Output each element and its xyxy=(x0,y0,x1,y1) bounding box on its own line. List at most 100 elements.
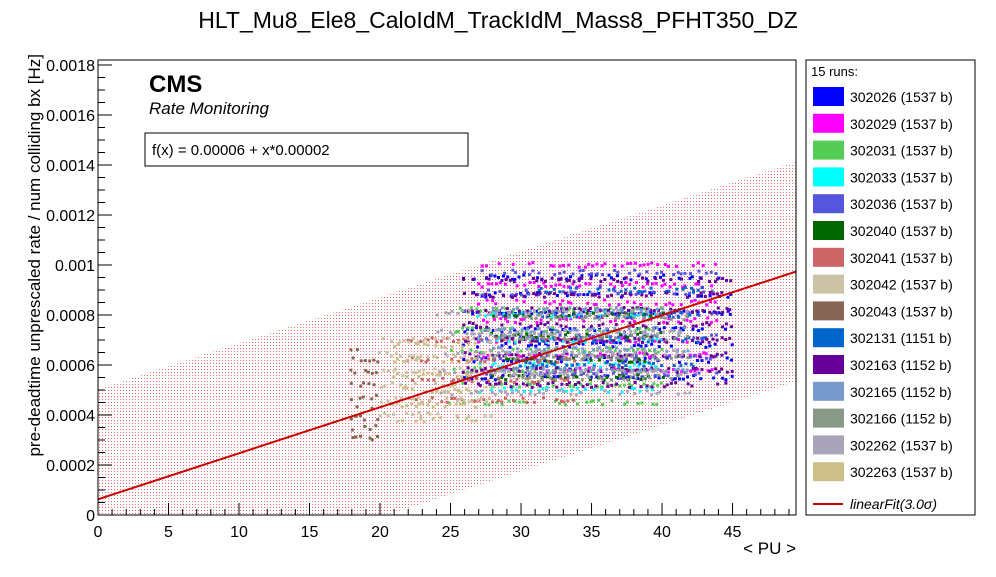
data-point xyxy=(477,332,481,336)
data-point xyxy=(522,315,525,319)
data-point xyxy=(483,360,487,364)
data-point xyxy=(499,389,503,393)
data-point xyxy=(587,314,591,317)
data-point xyxy=(493,311,497,315)
data-point xyxy=(652,326,655,330)
data-point xyxy=(556,355,560,359)
fit-band xyxy=(98,161,796,515)
data-point xyxy=(610,399,614,403)
data-point xyxy=(607,303,611,307)
chart-title: HLT_Mu8_Ele8_CaloIdM_TrackIdM_Mass8_PFHT… xyxy=(198,7,798,33)
data-point xyxy=(562,264,565,267)
data-point xyxy=(521,373,525,377)
data-point xyxy=(629,261,633,265)
data-point xyxy=(489,388,493,392)
data-point xyxy=(580,357,584,361)
data-point xyxy=(629,370,633,374)
data-point xyxy=(633,362,636,366)
data-point xyxy=(696,261,700,265)
data-point xyxy=(501,364,505,368)
data-point xyxy=(608,363,612,367)
x-tick-label: 35 xyxy=(583,524,601,541)
data-point xyxy=(417,396,420,400)
data-point xyxy=(694,282,698,286)
data-point xyxy=(494,302,498,306)
data-point xyxy=(559,277,563,281)
data-point xyxy=(551,369,555,373)
data-point xyxy=(411,378,414,382)
data-point xyxy=(515,377,519,381)
data-point xyxy=(531,364,535,368)
data-point xyxy=(636,377,640,381)
data-point xyxy=(622,277,626,281)
data-point xyxy=(595,314,599,318)
data-point xyxy=(554,366,558,370)
data-point xyxy=(496,346,500,350)
data-point xyxy=(616,368,620,372)
data-point xyxy=(691,327,695,331)
data-point xyxy=(660,284,664,288)
data-point xyxy=(552,336,556,340)
data-point xyxy=(402,339,406,343)
data-point xyxy=(480,264,484,268)
data-point xyxy=(656,367,660,371)
legend-fit-label: linearFit(3.0σ) xyxy=(850,496,937,512)
data-point xyxy=(675,337,679,341)
data-point xyxy=(580,378,584,382)
data-point xyxy=(651,329,655,333)
data-point xyxy=(511,391,514,395)
data-point xyxy=(579,369,582,373)
data-point xyxy=(518,335,522,339)
data-point xyxy=(476,345,480,349)
data-point xyxy=(692,290,695,294)
data-point xyxy=(614,356,618,360)
data-point xyxy=(485,400,489,404)
data-point xyxy=(605,314,609,317)
data-point xyxy=(633,392,636,395)
data-point xyxy=(544,311,548,314)
data-point xyxy=(551,381,555,385)
data-point xyxy=(620,366,624,370)
data-point xyxy=(476,398,480,402)
data-point xyxy=(610,383,614,387)
data-point xyxy=(400,405,404,409)
data-point xyxy=(696,340,700,344)
data-point xyxy=(573,359,576,363)
data-point xyxy=(580,274,584,278)
data-point xyxy=(555,385,559,389)
data-point xyxy=(485,298,489,302)
data-point xyxy=(349,417,353,421)
data-point xyxy=(679,303,683,307)
data-point xyxy=(690,275,694,279)
data-point xyxy=(552,264,556,268)
data-point xyxy=(675,287,679,291)
data-point xyxy=(693,317,697,321)
data-point xyxy=(618,384,622,388)
data-point xyxy=(525,347,529,351)
data-point xyxy=(368,436,372,440)
data-point xyxy=(505,357,509,361)
data-point xyxy=(411,412,414,416)
data-point xyxy=(598,358,602,362)
data-point xyxy=(558,330,562,334)
data-point xyxy=(448,331,452,334)
data-point xyxy=(674,381,678,385)
data-point xyxy=(503,354,507,358)
data-point xyxy=(458,306,462,310)
data-point xyxy=(540,313,543,317)
data-point xyxy=(511,309,515,313)
data-point xyxy=(540,349,544,353)
data-point xyxy=(528,383,532,386)
data-point xyxy=(502,333,506,336)
data-point xyxy=(669,377,673,381)
data-point xyxy=(532,353,536,357)
data-point xyxy=(639,385,643,389)
data-point xyxy=(534,367,538,371)
data-point xyxy=(637,289,641,293)
data-point xyxy=(555,322,559,326)
data-point xyxy=(572,346,576,350)
data-point xyxy=(426,343,430,347)
data-point xyxy=(531,269,535,273)
data-point xyxy=(462,358,466,361)
data-point xyxy=(538,352,542,356)
